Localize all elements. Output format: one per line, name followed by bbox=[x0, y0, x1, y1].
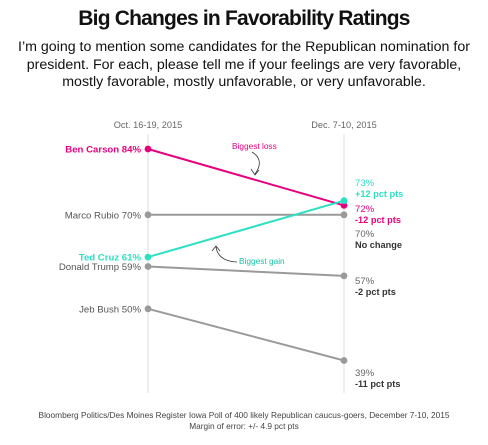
right-change-ted-cruz: +12 pct pts bbox=[355, 189, 403, 199]
x-label-left: Oct. 16-19, 2015 bbox=[114, 120, 182, 130]
source-note: Bloomberg Politics/Des Moines Register I… bbox=[38, 410, 450, 420]
x-label-right: Dec. 7-10, 2015 bbox=[311, 120, 376, 130]
left-label-donald-trump: Donald Trump 59% bbox=[59, 262, 142, 273]
point-left-ted-cruz bbox=[144, 253, 152, 261]
chart-subtitle: I’m going to mention some candidates for… bbox=[18, 39, 470, 90]
point-right-donald-trump bbox=[340, 272, 348, 280]
point-left-marco-rubio bbox=[144, 211, 152, 219]
right-value-ted-cruz: 73% bbox=[355, 178, 375, 189]
right-change-jeb-bush: -11 pct pts bbox=[355, 379, 400, 389]
annotation-arrowhead-gain bbox=[211, 245, 221, 252]
left-label-jeb-bush: Jeb Bush 50% bbox=[79, 304, 141, 315]
series-line-ted-cruz bbox=[147, 199, 345, 259]
annotation-biggest-gain: Biggest gain bbox=[239, 256, 285, 266]
point-right-ben-carson bbox=[340, 202, 348, 209]
left-label-marco-rubio: Marco Rubio 70% bbox=[65, 210, 142, 221]
series-line-ben-carson bbox=[147, 148, 345, 207]
annotation-biggest-loss: Biggest loss bbox=[232, 141, 277, 151]
right-value-marco-rubio: 70% bbox=[355, 229, 375, 240]
right-change-marco-rubio: No change bbox=[355, 240, 402, 250]
right-change-ben-carson: -12 pct pts bbox=[355, 215, 401, 225]
point-left-donald-trump bbox=[144, 263, 152, 270]
margin-of-error-note: Margin of error: +/- 4.9 pct pts bbox=[189, 421, 299, 431]
point-right-marco-rubio bbox=[340, 211, 348, 219]
right-value-jeb-bush: 39% bbox=[355, 368, 375, 379]
right-change-donald-trump: -2 pct pts bbox=[355, 287, 396, 297]
point-left-ben-carson bbox=[144, 145, 152, 153]
point-left-jeb-bush bbox=[144, 305, 152, 313]
left-label-ben-carson: Ben Carson 84% bbox=[65, 145, 141, 156]
annotation-arrow-gain bbox=[215, 246, 238, 263]
right-value-donald-trump: 57% bbox=[355, 276, 375, 287]
left-label-ted-cruz: Ted Cruz 61% bbox=[79, 253, 142, 264]
series-line-donald-trump bbox=[147, 265, 345, 277]
point-right-ted-cruz bbox=[340, 197, 348, 205]
right-value-ben-carson: 72% bbox=[355, 204, 375, 215]
point-right-jeb-bush bbox=[340, 357, 348, 364]
annotation-arrowhead-loss bbox=[250, 168, 260, 176]
series-line-jeb-bush bbox=[147, 307, 345, 362]
chart-title: Big Changes in Favorability Ratings bbox=[78, 7, 410, 30]
annotation-arrow-loss bbox=[251, 151, 260, 175]
